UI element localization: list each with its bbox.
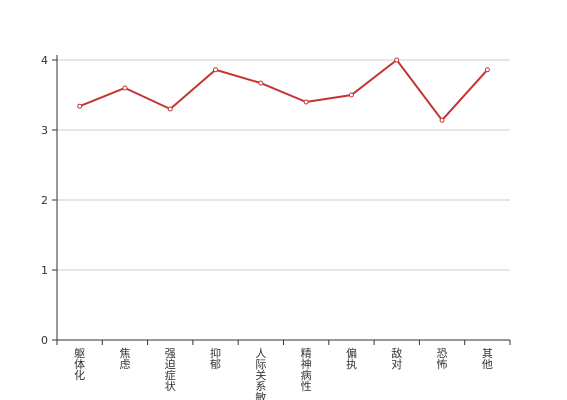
point [439, 117, 445, 123]
point [77, 103, 83, 109]
y-tick-label: 3 [41, 124, 48, 137]
x-tick-label: 躯体化 [74, 347, 85, 382]
point [258, 80, 264, 86]
x-tick-label: 其他 [482, 347, 493, 371]
point [167, 106, 173, 112]
point [394, 57, 400, 63]
x-tick-label: 焦虑 [119, 347, 130, 371]
x-tick-label: 偏执 [346, 346, 357, 371]
point [303, 99, 309, 105]
line [79, 58, 489, 122]
x-tick-label: 强迫症状 [165, 347, 176, 393]
x-tick-label: 敌对 [391, 346, 402, 371]
point [122, 85, 128, 91]
x-tick-label: 人际关系敏感 [255, 347, 266, 400]
y-tick-label: 0 [41, 334, 48, 347]
y-tick-label: 1 [41, 264, 48, 277]
y-tick-label: 2 [41, 194, 48, 207]
x-tick-label: 精神病性 [301, 347, 312, 393]
y-tick-label: 4 [41, 54, 48, 67]
point [213, 67, 219, 73]
point [484, 67, 490, 73]
x-tick-label: 恐怖 [437, 347, 448, 371]
point [348, 92, 354, 98]
x-tick-label: 抑郁 [210, 346, 221, 371]
